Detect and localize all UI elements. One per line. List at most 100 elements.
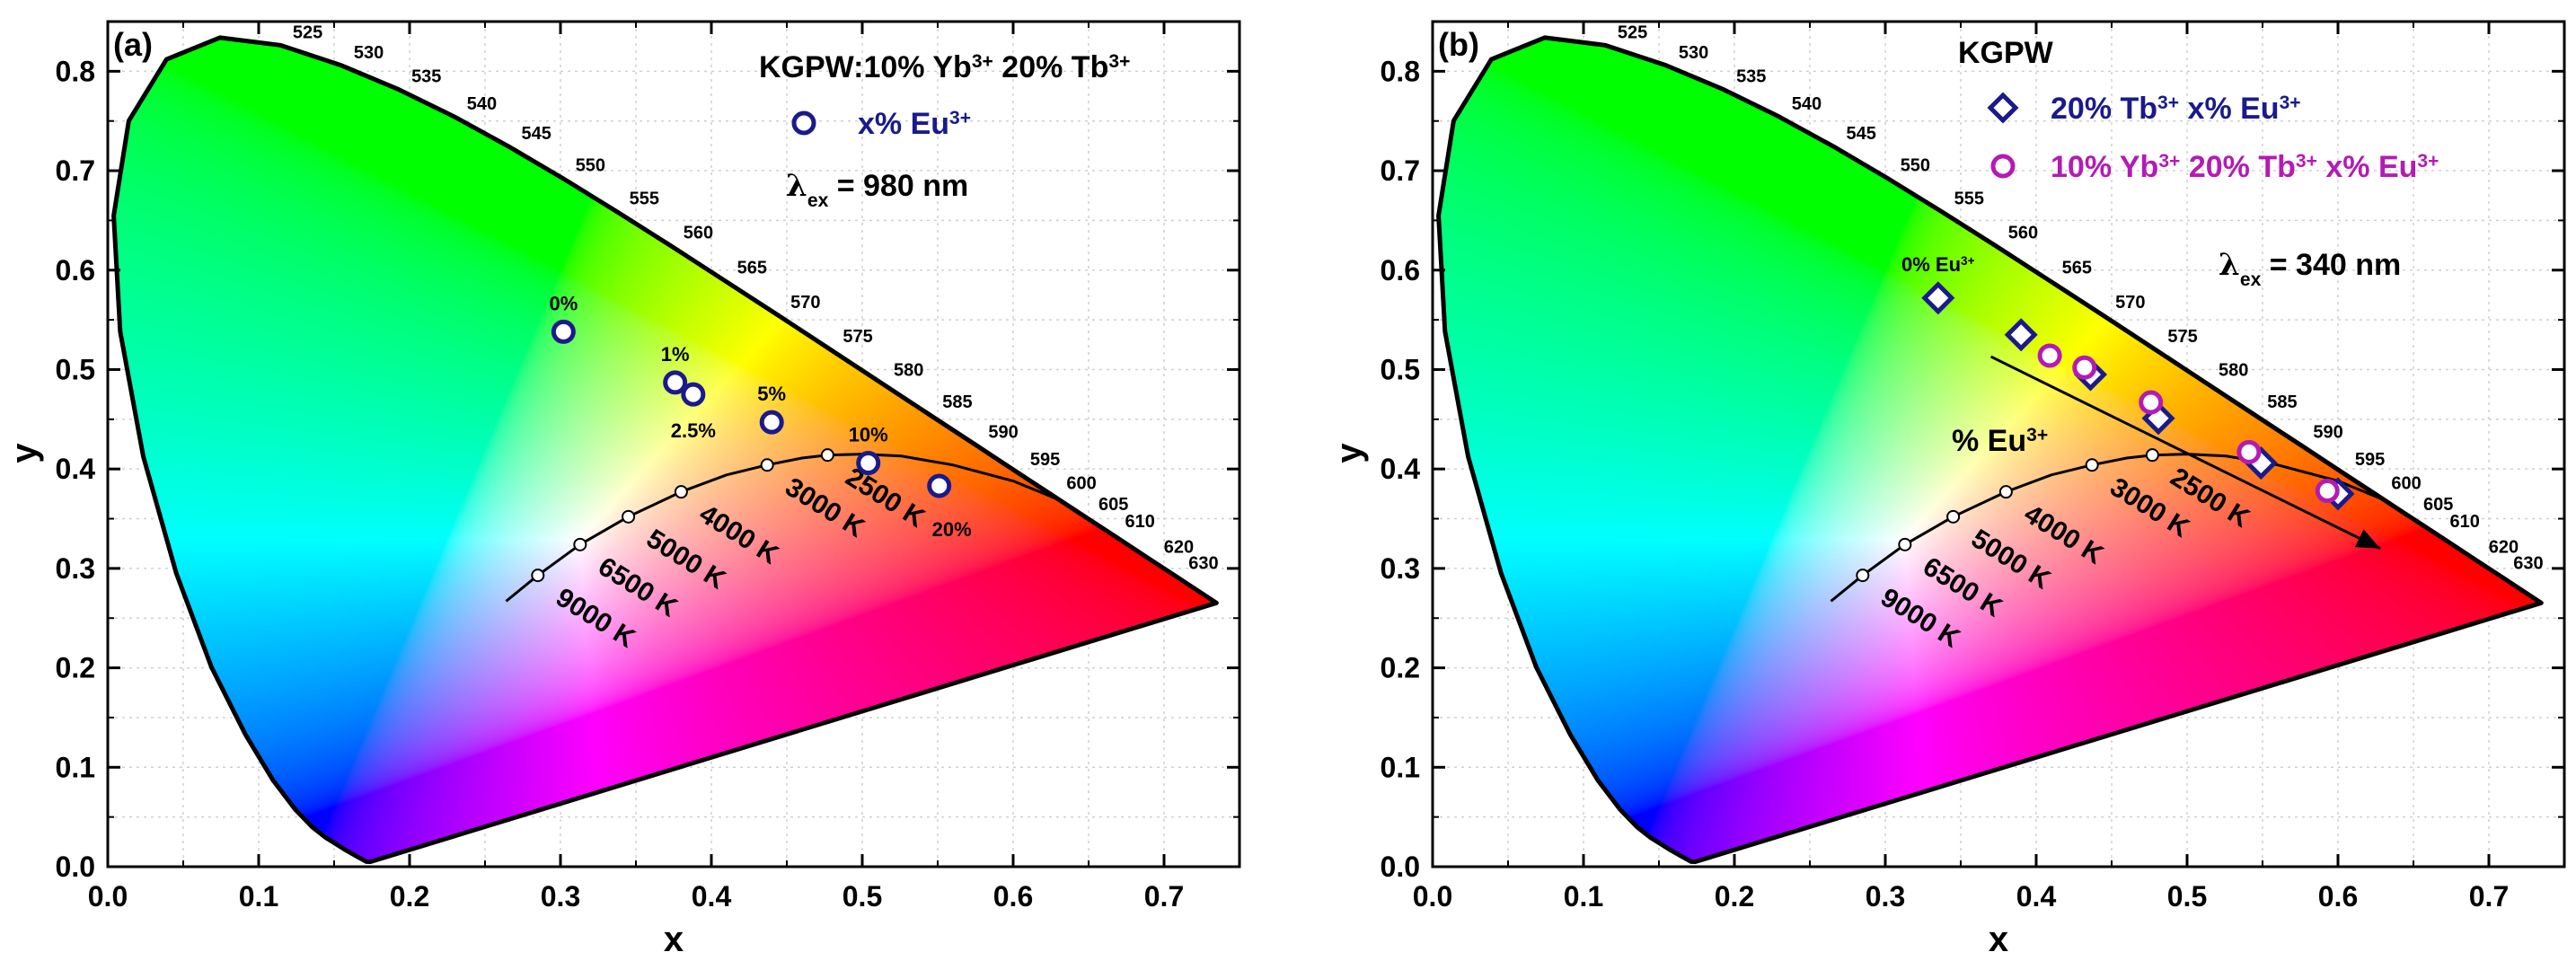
x-tick-label: 0.4 [692, 880, 732, 913]
wavelength-label: 595 [2355, 450, 2385, 470]
wavelength-label: 565 [737, 258, 767, 278]
cie-diagram-a: 525 530 535 540 545 550 555 560 565 570 575 580 585 5… [4, 20, 1241, 959]
y-tick-label: 0.0 [56, 851, 95, 883]
data-point [1921, 281, 1955, 315]
planckian-point [2145, 448, 2159, 463]
wavelength-label: 600 [2391, 474, 2421, 494]
y-tick-label: 0.5 [56, 353, 95, 385]
data-point-label: 1% [661, 343, 690, 366]
x-tick-label: 0.2 [1715, 880, 1754, 913]
panel-label: (b) [1438, 26, 1479, 63]
wavelength-label: 530 [1679, 43, 1708, 63]
superscript: 3+ [2296, 151, 2317, 172]
x-axis-label: x [1989, 920, 2008, 959]
planckian-point [1946, 509, 1961, 524]
wavelength-label: 600 [1066, 474, 1096, 494]
planckian-point [1898, 537, 1912, 551]
wavelength-label: 550 [1901, 156, 1930, 176]
spectral-locus [1436, 35, 2544, 864]
lambda-symbol: λ [786, 168, 807, 204]
wavelength-label: 575 [2167, 327, 2197, 347]
data-point-label: 2.5% [671, 419, 716, 442]
chart-title: KGPW [1958, 36, 2054, 70]
wavelength-labels: 525 530 535 540 545 550 555 560 565 570 575 580 585 5… [293, 22, 1219, 573]
wavelength-label: 535 [411, 67, 441, 87]
planckian-point [1856, 569, 1870, 583]
y-tick-label: 0.3 [56, 552, 95, 585]
wavelength-label: 555 [1954, 190, 1984, 209]
data-point [551, 319, 576, 344]
wavelength-label: 630 [2513, 554, 2543, 574]
excitation-label: λex = 980 nm [786, 168, 968, 211]
x-tick-label: 0.5 [842, 880, 882, 913]
subscript: ex [2240, 269, 2262, 290]
data-point [2072, 355, 2097, 380]
x-tick-label: 0.1 [1564, 880, 1603, 913]
x-tick-label: 0.7 [1144, 880, 1184, 913]
y-tick-label: 0.0 [1381, 851, 1420, 883]
y-tick-label: 0.8 [56, 55, 95, 87]
data-point [681, 382, 706, 407]
trend-arrow-line [1989, 355, 2381, 551]
superscript: 3+ [2158, 151, 2180, 172]
planckian-point [573, 537, 587, 551]
wavelength-label: 580 [2219, 360, 2248, 380]
x-tick-label: 0.2 [390, 880, 429, 913]
wavelength-label: 605 [1098, 495, 1128, 515]
subscript: ex [807, 190, 829, 211]
data-series [2037, 343, 2340, 504]
planckian-point [1998, 485, 2013, 499]
superscript: 3+ [972, 51, 993, 72]
text-part: 20% Tb [2051, 92, 2157, 126]
wavelength-label: 620 [2489, 538, 2519, 558]
planckian-point [820, 448, 834, 463]
superscript: 3+ [2026, 425, 2048, 445]
x-tick-label: 0.0 [88, 880, 128, 913]
wavelength-label: 575 [842, 327, 872, 347]
wavelength-label: 525 [293, 22, 322, 42]
legend-marker [1987, 92, 2019, 124]
planckian-point [531, 569, 545, 583]
wavelength-label: 540 [467, 94, 497, 114]
x-tick-label: 0.3 [541, 880, 580, 913]
wavelength-labels: 525 530 535 540 545 550 555 560 565 570 575 580 585 5… [1618, 22, 2544, 573]
wavelength-label: 570 [2115, 293, 2145, 313]
text-part: 20% Tb [993, 50, 1108, 84]
legend-marker [791, 110, 816, 136]
superscript: 3+ [2417, 151, 2439, 172]
planckian-point [760, 458, 774, 472]
excitation-label: λex = 340 nm [2219, 247, 2401, 290]
y-tick-label: 0.6 [56, 254, 95, 287]
data-point-label: 10% [849, 424, 888, 446]
wavelength-label: 530 [354, 43, 384, 63]
data-point [2139, 390, 2164, 415]
x-tick-label: 0.3 [1866, 880, 1905, 913]
text-part: 10% Yb [2051, 150, 2158, 184]
start-label: 0% Eu3+ [1901, 253, 1975, 276]
data-point [2004, 318, 2038, 352]
wavelength-label: 605 [2423, 495, 2453, 515]
y-tick-label: 0.4 [56, 453, 96, 485]
superscript: 3+ [949, 108, 971, 128]
text-part: KGPW [1958, 36, 2054, 70]
superscript: 3+ [1108, 51, 1130, 72]
data-point [663, 370, 688, 395]
y-tick-label: 0.2 [56, 652, 95, 684]
data-point [759, 410, 784, 435]
wavelength-label: 630 [1188, 554, 1218, 574]
y-tick-label: 0.8 [1381, 55, 1420, 87]
x-tick-label: 0.4 [2016, 880, 2057, 913]
y-tick-label: 0.5 [1381, 353, 1420, 385]
y-tick-label: 0.3 [1381, 552, 1420, 585]
text-part: KGPW:10% Yb [759, 50, 972, 84]
text-part: 20% Tb [2180, 150, 2295, 184]
wavelength-label: 535 [1736, 67, 1766, 87]
x-axis-label: x [664, 920, 684, 959]
y-tick-label: 0.7 [1381, 154, 1420, 187]
y-tick-label: 0.1 [56, 751, 95, 783]
wavelength-label: 580 [894, 360, 923, 380]
wavelength-label: 550 [576, 156, 605, 176]
wavelength-label: 610 [2450, 512, 2480, 532]
y-tick-label: 0.7 [56, 154, 95, 187]
wavelength-label: 555 [630, 190, 659, 209]
